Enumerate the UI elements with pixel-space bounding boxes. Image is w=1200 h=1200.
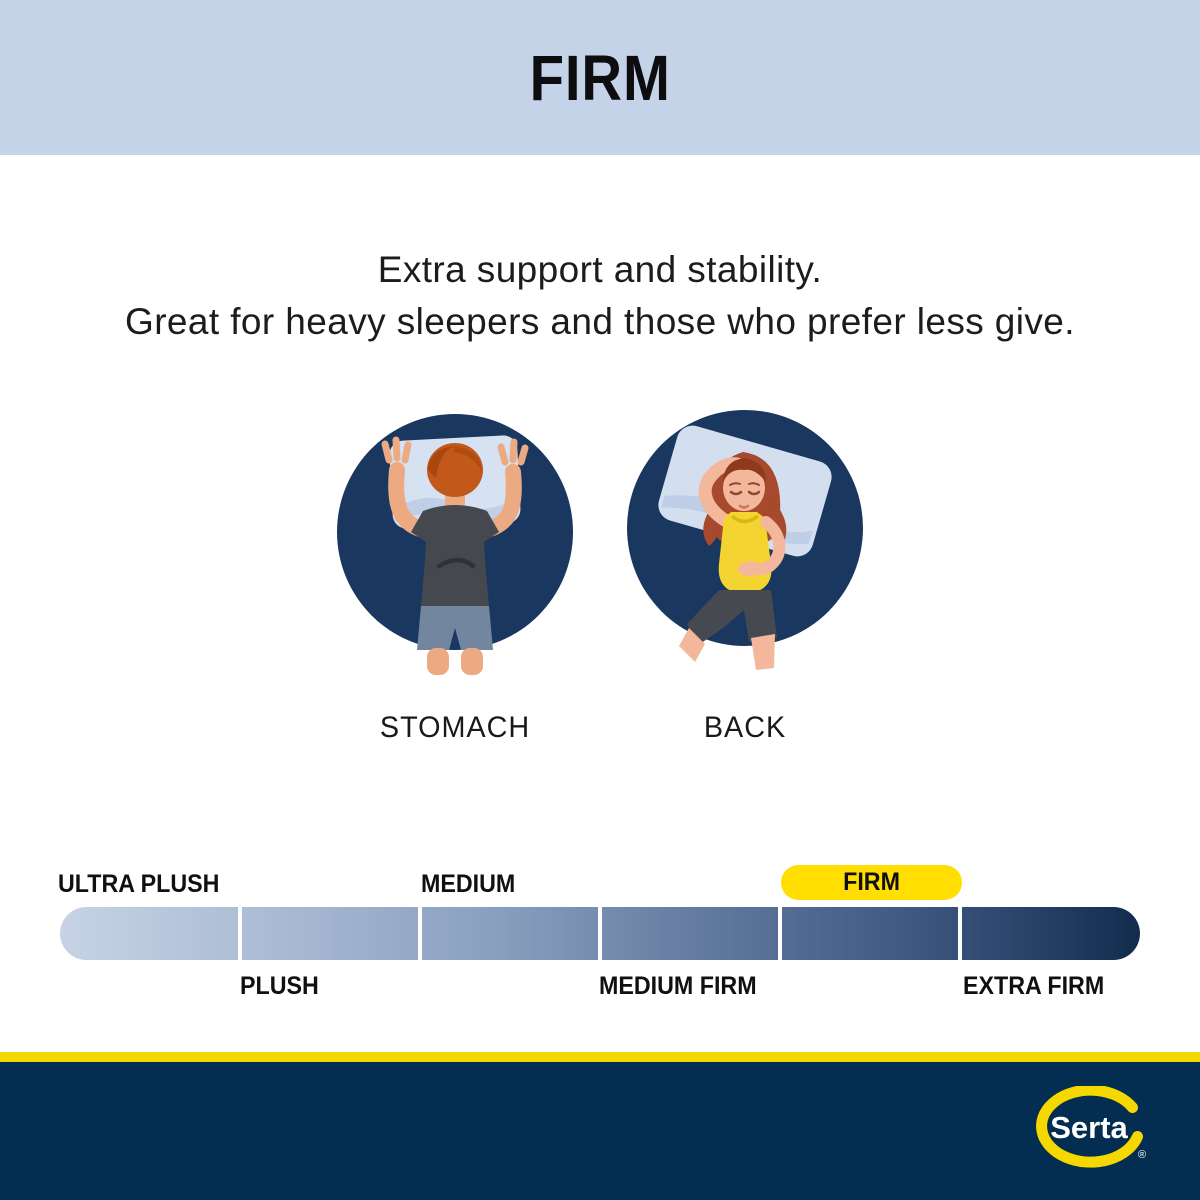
firm-highlight-pill: FIRM: [781, 865, 962, 900]
bar-divider: [598, 907, 602, 960]
description-line-1: Extra support and stability.: [377, 249, 823, 290]
page-title: FIRM: [529, 41, 671, 114]
scale-label-medium: MEDIUM: [421, 870, 516, 898]
scale-label-plush: PLUSH: [240, 972, 319, 1000]
registered-mark: ®: [1138, 1149, 1146, 1161]
stomach-caption: STOMACH: [379, 711, 531, 744]
bar-divider: [958, 907, 962, 960]
scale-label-ultra-plush: ULTRA PLUSH: [58, 870, 220, 898]
scale-label-firm: FIRM: [843, 868, 900, 896]
back-caption: BACK: [703, 711, 787, 744]
back-sleeper-illustration: [627, 410, 863, 670]
bar-divider: [238, 907, 242, 960]
serta-logo: Serta ®: [1036, 1086, 1146, 1168]
scale-label-extra-firm: EXTRA FIRM: [963, 972, 1105, 1000]
header-banner: FIRM: [0, 0, 1200, 155]
bar-divider: [418, 907, 422, 960]
description: Extra support and stability. Great for h…: [0, 244, 1200, 348]
stomach-sleeper-illustration: [337, 414, 573, 675]
footer: [0, 1062, 1200, 1200]
accent-stripe: [0, 1052, 1200, 1062]
serta-logo-text: Serta: [1050, 1110, 1128, 1145]
description-line-2: Great for heavy sleepers and those who p…: [125, 301, 1075, 342]
bar-divider: [778, 907, 782, 960]
scale-label-medium-firm: MEDIUM FIRM: [599, 972, 757, 1000]
